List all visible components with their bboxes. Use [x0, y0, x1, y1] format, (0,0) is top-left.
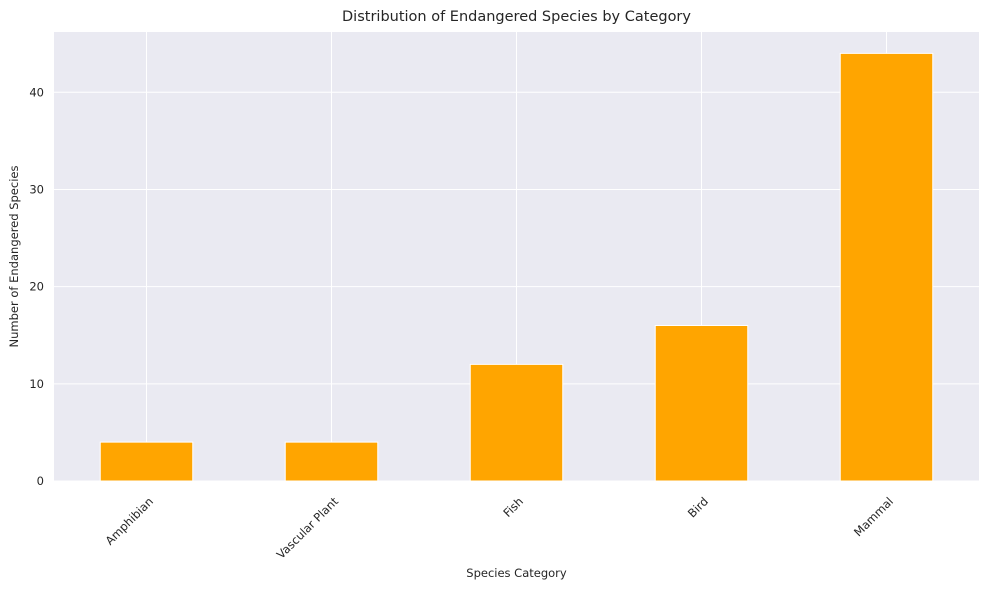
x-tick-label: Fish [500, 494, 526, 520]
bar-fish [469, 363, 564, 482]
x-axis-ticks: Amphibian Vascular Plant Fish Bird Mammal [102, 494, 896, 562]
bar-vascular-plant [284, 441, 379, 482]
x-tick-label: Vascular Plant [274, 494, 342, 562]
bar-mammal [839, 52, 934, 482]
chart-title: Distribution of Endangered Species by Ca… [342, 9, 691, 25]
y-tick-label: 30 [29, 182, 44, 196]
y-tick-label: 10 [29, 377, 44, 391]
y-axis-label: Number of Endangered Species [7, 166, 21, 348]
y-tick-label: 20 [29, 280, 44, 294]
bar-bird [654, 325, 749, 482]
x-tick-label: Mammal [851, 494, 896, 539]
y-tick-label: 40 [29, 85, 44, 99]
x-axis-label: Species Category [466, 566, 567, 580]
y-tick-label: 0 [37, 474, 44, 488]
y-axis-ticks: 0 10 20 30 40 [29, 85, 44, 488]
bar-amphibian [99, 441, 194, 482]
x-tick-label: Bird [685, 494, 711, 520]
bars [99, 52, 934, 482]
x-tick-label: Amphibian [102, 494, 156, 548]
